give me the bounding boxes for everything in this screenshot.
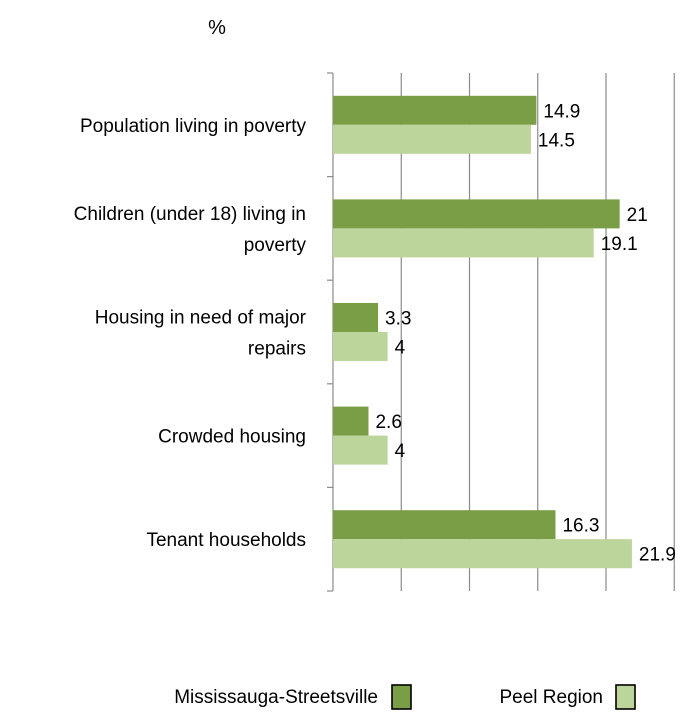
data-label: 4 <box>395 338 406 359</box>
bar <box>333 124 531 154</box>
category-axis <box>327 72 334 592</box>
category-label: Children (under 18) living in poverty <box>74 204 307 256</box>
bar <box>333 406 369 436</box>
legend-label: Peel Region <box>499 687 603 708</box>
bar <box>333 199 620 229</box>
bar <box>333 303 379 332</box>
data-label: 14.9 <box>543 101 580 122</box>
category-label: Population living in poverty <box>80 116 307 137</box>
data-label: 4 <box>395 441 406 462</box>
unit-label: % <box>208 17 226 39</box>
category-label: Crowded housing <box>158 427 306 448</box>
data-label: 2.6 <box>375 412 401 433</box>
data-label: 21.9 <box>639 545 676 566</box>
category-label: Tenant households <box>146 530 306 551</box>
legend-swatch <box>615 684 636 710</box>
data-label: 14.5 <box>538 130 575 151</box>
gridlines <box>400 73 675 591</box>
bar <box>333 539 632 569</box>
bar <box>333 332 388 361</box>
data-label: 16.3 <box>562 516 599 537</box>
bar <box>333 435 388 465</box>
bar <box>333 95 537 125</box>
category-label: Housing in need of major repairs <box>95 308 307 360</box>
bars <box>333 95 632 569</box>
data-label: 21 <box>627 205 648 226</box>
data-label: 3.3 <box>385 309 411 330</box>
data-label: 19.1 <box>601 234 638 255</box>
bar <box>333 228 594 258</box>
value-labels: 14.9 14.5 21 19.1 3.3 4 2.6 4 16.3 21.9 <box>375 101 675 565</box>
category-labels: Population living in poverty Children (un… <box>74 116 307 551</box>
legend: Mississauga-Streetsville Peel Region <box>174 684 636 710</box>
legend-label: Mississauga-Streetsville <box>174 687 378 708</box>
bar <box>333 510 556 540</box>
legend-swatch <box>391 684 412 710</box>
